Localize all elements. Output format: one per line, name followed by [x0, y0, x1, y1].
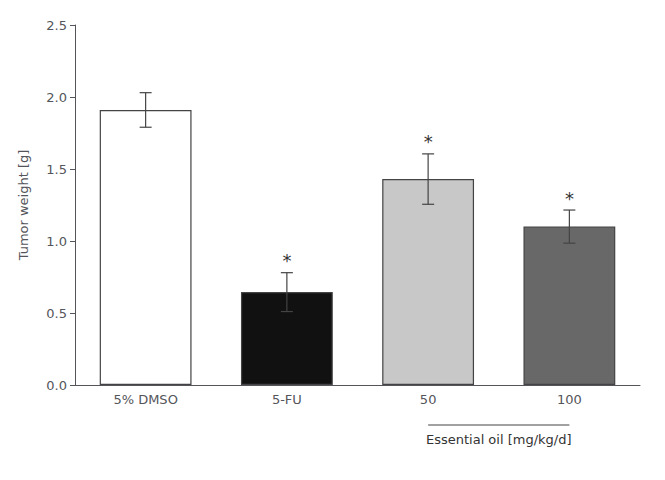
- svg-text:Essential oil [mg/kg/d]: Essential oil [mg/kg/d]: [426, 432, 572, 447]
- svg-text:*: *: [282, 250, 291, 271]
- svg-text:0.5: 0.5: [46, 306, 67, 321]
- svg-text:1.0: 1.0: [46, 234, 67, 249]
- svg-text:2.0: 2.0: [46, 90, 67, 105]
- svg-text:50: 50: [420, 392, 437, 407]
- svg-text:100: 100: [557, 392, 582, 407]
- svg-text:2.5: 2.5: [46, 18, 67, 33]
- svg-text:*: *: [424, 131, 433, 152]
- svg-text:*: *: [565, 188, 574, 209]
- svg-text:5% DMSO: 5% DMSO: [113, 392, 177, 407]
- svg-text:0.0: 0.0: [46, 378, 67, 393]
- svg-text:1.5: 1.5: [46, 162, 67, 177]
- svg-text:5-FU: 5-FU: [272, 392, 302, 407]
- svg-text:Tumor weight [g]: Tumor weight [g]: [16, 150, 31, 262]
